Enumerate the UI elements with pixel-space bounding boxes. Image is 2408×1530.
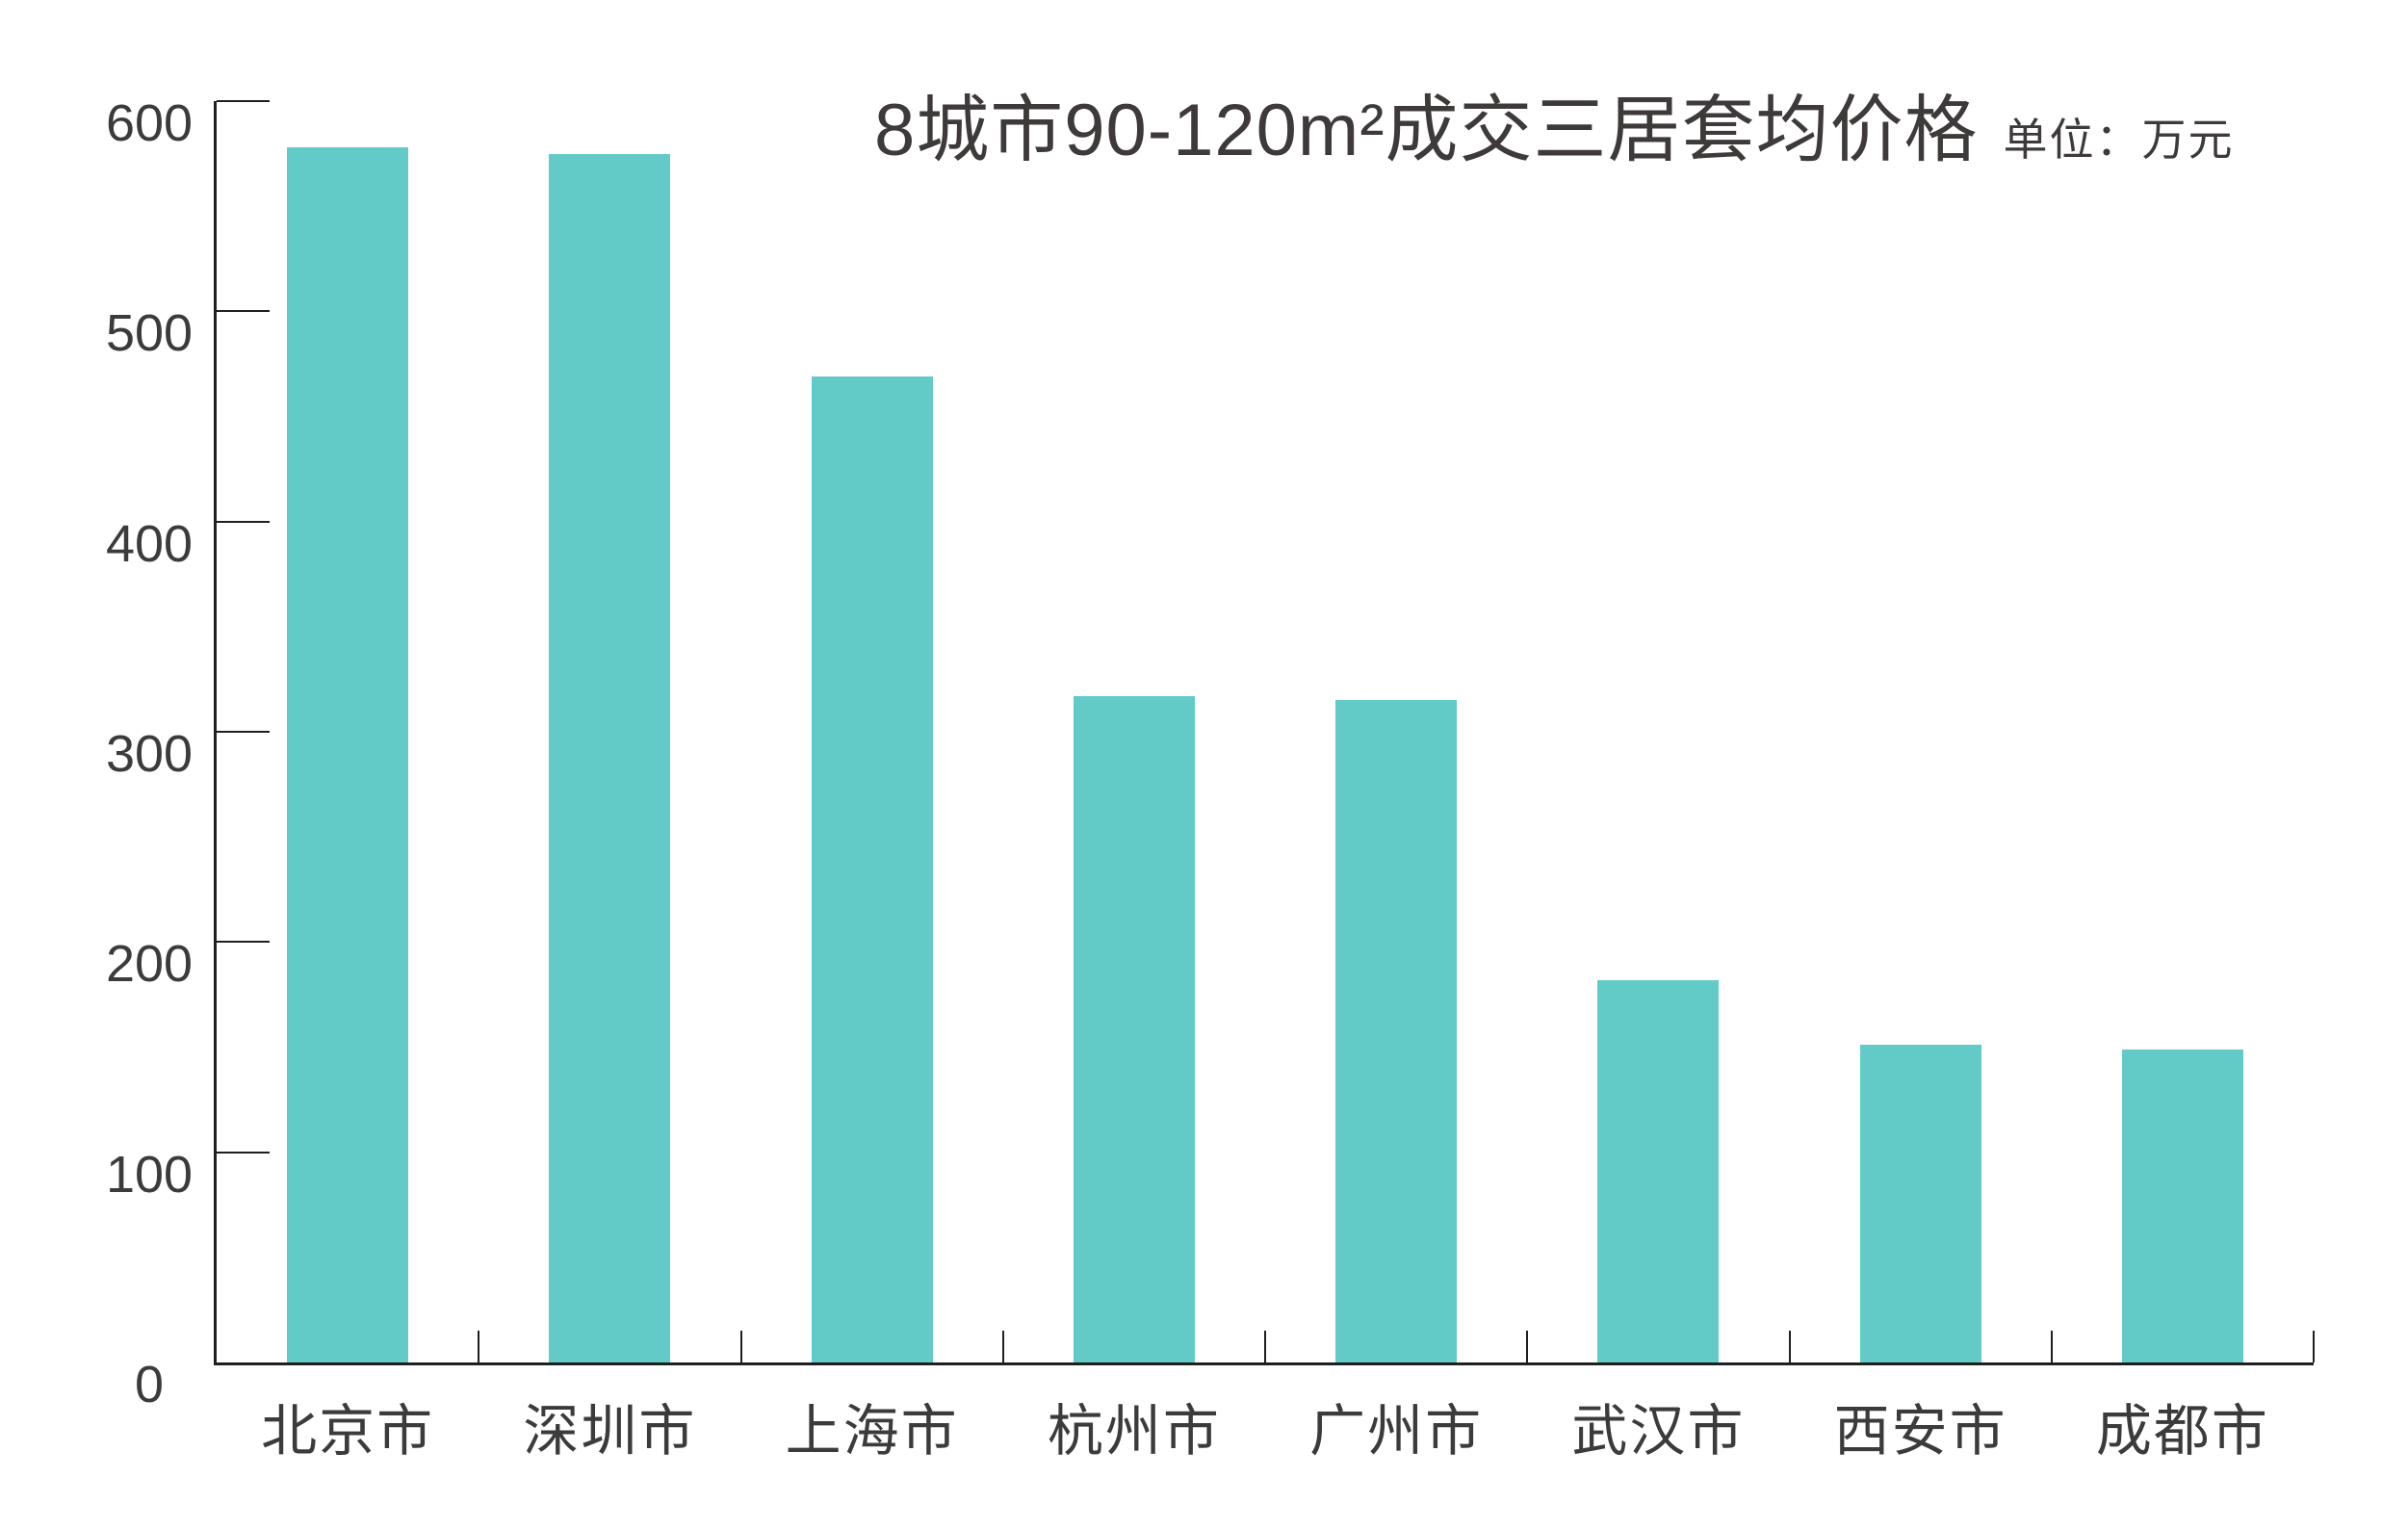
x-category-label: 西安市 [1833,1400,2007,1463]
y-axis-tick [217,941,270,944]
y-axis-tick [217,520,270,523]
y-axis-line [214,101,217,1365]
x-axis-tick [478,1331,480,1362]
y-axis-tick [217,100,270,102]
bar-武汉市 [1597,979,1720,1362]
bar-深圳市 [549,153,671,1362]
bar-北京市 [287,147,409,1362]
x-axis-line [214,1362,2314,1365]
x-axis-tick [1264,1331,1266,1362]
x-category-label: 上海市 [785,1400,959,1463]
x-category-label: 成都市 [2095,1400,2269,1463]
x-category-label: 广州市 [1309,1400,1484,1463]
chart-title: 8城市90-120m²成交三居套均价格 [874,90,1979,171]
y-axis-tick [217,1151,270,1154]
x-category-label: 杭州市 [1047,1400,1221,1463]
y-tick-label: 0 [134,1356,165,1413]
y-tick-label: 600 [105,94,194,152]
bar-广州市 [1335,700,1458,1362]
x-axis-tick [739,1331,742,1362]
bar-西安市 [1859,1045,1981,1362]
bar-杭州市 [1073,695,1195,1362]
x-axis-tick [2050,1331,2053,1362]
chart-title-row: 8城市90-120m²成交三居套均价格 单位：万元 [874,91,2235,171]
x-axis-tick [1001,1331,1004,1362]
x-category-label: 武汉市 [1571,1400,1746,1463]
y-tick-label: 200 [105,935,194,994]
x-axis-tick [1788,1331,1791,1362]
x-category-label: 深圳市 [523,1400,697,1463]
y-tick-label: 400 [105,514,194,573]
x-category-label: 北京市 [261,1400,435,1463]
x-axis-tick [1526,1331,1529,1362]
bar-上海市 [811,376,933,1362]
y-axis-tick [217,731,270,733]
x-axis-tick [2313,1331,2315,1362]
bar-成都市 [2121,1049,2243,1362]
y-tick-label: 100 [105,1145,194,1204]
y-axis-tick [217,310,270,313]
chart-unit-label: 单位：万元 [2003,115,2235,165]
y-tick-label: 300 [105,725,194,783]
y-tick-label: 500 [105,304,194,363]
